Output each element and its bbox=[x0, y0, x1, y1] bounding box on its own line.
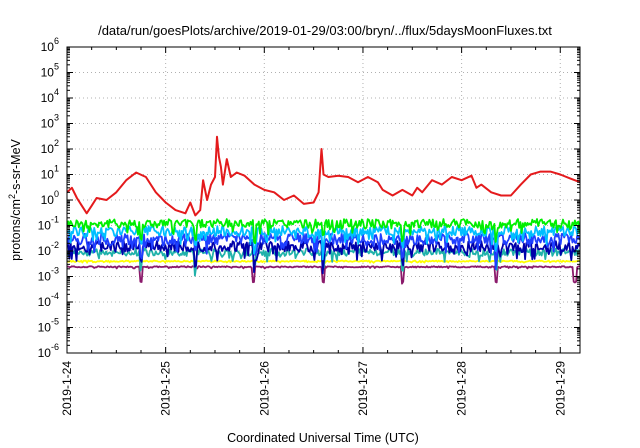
y-tick-exponent: -1 bbox=[51, 215, 59, 225]
y-tick-label: 104 bbox=[41, 87, 59, 105]
y-tick-base: 10 bbox=[38, 244, 52, 258]
y-axis-ticks: 10-610-510-410-310-210-11001011021031041… bbox=[38, 36, 580, 360]
y-tick-exponent: 6 bbox=[54, 36, 59, 46]
x-axis-label: Coordinated Universal Time (UTC) bbox=[227, 431, 419, 445]
y-tick-base: 10 bbox=[41, 168, 55, 182]
y-tick-base: 10 bbox=[41, 91, 55, 105]
y-tick-base: 10 bbox=[38, 270, 52, 284]
y-tick-exponent: 1 bbox=[54, 164, 59, 174]
y-tick-label: 10-5 bbox=[38, 317, 59, 335]
y-tick-exponent: 2 bbox=[54, 138, 59, 148]
x-tick-label: 2019-1-24 bbox=[60, 361, 74, 416]
y-axis-label-main: protons/cm bbox=[9, 199, 23, 261]
y-tick-base: 10 bbox=[38, 295, 52, 309]
series-line-0 bbox=[67, 135, 580, 217]
series-line-7 bbox=[67, 265, 580, 285]
y-tick-base: 10 bbox=[41, 40, 55, 54]
x-tick-label: 2019-1-27 bbox=[356, 361, 370, 416]
y-tick-label: 105 bbox=[41, 62, 59, 80]
y-tick-exponent: -4 bbox=[51, 291, 59, 301]
y-tick-exponent: 0 bbox=[54, 189, 59, 199]
y-tick-base: 10 bbox=[41, 66, 55, 80]
series-line-1 bbox=[67, 218, 580, 245]
y-tick-label: 101 bbox=[41, 164, 59, 182]
y-tick-base: 10 bbox=[38, 346, 52, 360]
y-tick-label: 106 bbox=[41, 36, 59, 54]
y-tick-exponent: 4 bbox=[54, 87, 59, 97]
x-tick-label: 2019-1-26 bbox=[257, 361, 271, 416]
y-tick-exponent: -5 bbox=[51, 317, 59, 327]
y-tick-label: 103 bbox=[41, 113, 59, 131]
y-tick-label: 10-1 bbox=[38, 215, 59, 233]
y-tick-base: 10 bbox=[38, 321, 52, 335]
y-tick-exponent: -6 bbox=[51, 342, 59, 352]
y-tick-exponent: 3 bbox=[54, 113, 59, 123]
y-axis-label-superscript: 2 bbox=[7, 194, 17, 199]
x-axis-ticks: 2019-1-24 2019-1-25 2019-1-26 2019-1-27 2019… bbox=[60, 47, 567, 416]
y-axis-label: protons/cm2-s-sr-MeV bbox=[7, 138, 23, 260]
grid bbox=[67, 47, 580, 353]
x-tick-label: 2019-1-29 bbox=[553, 361, 567, 416]
y-tick-label: 10-3 bbox=[38, 266, 59, 284]
y-tick-label: 100 bbox=[41, 189, 59, 207]
series-layer bbox=[67, 135, 580, 285]
y-tick-base: 10 bbox=[41, 142, 55, 156]
chart-title: /data/run/goesPlots/archive/2019-01-29/0… bbox=[98, 23, 552, 38]
y-tick-exponent: -2 bbox=[51, 240, 59, 250]
x-tick-label: 2019-1-28 bbox=[455, 361, 469, 416]
y-tick-base: 10 bbox=[41, 117, 55, 131]
y-tick-label: 10-2 bbox=[38, 240, 59, 258]
y-tick-label: 10-6 bbox=[38, 342, 59, 360]
y-tick-label: 10-4 bbox=[38, 291, 59, 309]
y-tick-exponent: -3 bbox=[51, 266, 59, 276]
y-tick-label: 102 bbox=[41, 138, 59, 156]
y-axis-label-rest: -s-sr-MeV bbox=[9, 138, 23, 194]
y-tick-base: 10 bbox=[41, 193, 55, 207]
x-tick-label: 2019-1-25 bbox=[159, 361, 173, 416]
y-tick-exponent: 5 bbox=[54, 62, 59, 72]
y-tick-base: 10 bbox=[38, 219, 52, 233]
